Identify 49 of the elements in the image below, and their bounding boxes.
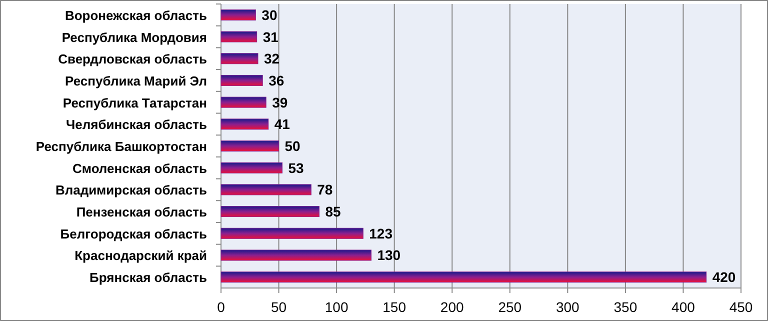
bar bbox=[220, 184, 312, 196]
bar bbox=[220, 206, 320, 218]
x-tick-label: 350 bbox=[614, 299, 638, 315]
data-label: 53 bbox=[288, 160, 304, 176]
y-tick-label: Белгородская область bbox=[60, 226, 207, 242]
data-label: 32 bbox=[264, 50, 280, 67]
x-tick-label: 0 bbox=[217, 299, 226, 315]
data-label: 78 bbox=[317, 182, 333, 198]
data-label: 123 bbox=[369, 225, 393, 242]
bar bbox=[220, 9, 256, 20]
y-tick-label: Краснодарский край bbox=[74, 248, 207, 264]
y-tick-label: Республика Татарстан bbox=[62, 95, 207, 110]
data-label: 41 bbox=[274, 116, 290, 132]
bar bbox=[220, 162, 282, 174]
bar bbox=[220, 250, 372, 261]
data-label: 36 bbox=[268, 72, 284, 88]
y-tick-label: Челябинская область bbox=[66, 117, 208, 132]
y-tick-label: Республика Марий Эл bbox=[65, 73, 207, 88]
y-tick-label: Республика Башкортостан bbox=[36, 139, 207, 154]
bar bbox=[220, 118, 269, 130]
bar bbox=[220, 140, 280, 152]
x-tick-label: 450 bbox=[729, 299, 753, 315]
x-tick-label: 400 bbox=[672, 299, 696, 315]
y-tick-label: Пензенская область bbox=[76, 204, 208, 220]
y-tick-label: Республика Мордовия bbox=[62, 30, 207, 45]
data-label: 85 bbox=[325, 204, 342, 220]
data-label: 50 bbox=[284, 138, 301, 154]
y-tick-label: Владимирская область bbox=[55, 182, 207, 198]
y-tick-label: Свердловская область bbox=[58, 52, 208, 67]
bar bbox=[220, 228, 364, 239]
x-tick-label: 250 bbox=[498, 299, 522, 315]
x-tick-label: 200 bbox=[440, 299, 464, 315]
data-label: 130 bbox=[377, 247, 401, 264]
bar bbox=[220, 53, 258, 64]
data-label: 31 bbox=[262, 28, 279, 45]
y-tick-label: Смоленская область bbox=[72, 160, 207, 176]
bar bbox=[220, 74, 263, 86]
data-label: 39 bbox=[272, 94, 288, 110]
y-tick-label: Воронежская область bbox=[64, 8, 207, 23]
bar bbox=[220, 272, 707, 283]
x-tick-label: 50 bbox=[270, 299, 287, 315]
bar bbox=[220, 96, 266, 108]
bar bbox=[220, 31, 258, 42]
x-tick-label: 150 bbox=[382, 299, 406, 315]
y-tick-label: Брянская область bbox=[90, 270, 207, 286]
data-label: 420 bbox=[712, 269, 736, 286]
x-tick-label: 300 bbox=[556, 299, 580, 315]
data-label: 30 bbox=[262, 6, 278, 23]
x-tick-label: 100 bbox=[324, 299, 348, 315]
